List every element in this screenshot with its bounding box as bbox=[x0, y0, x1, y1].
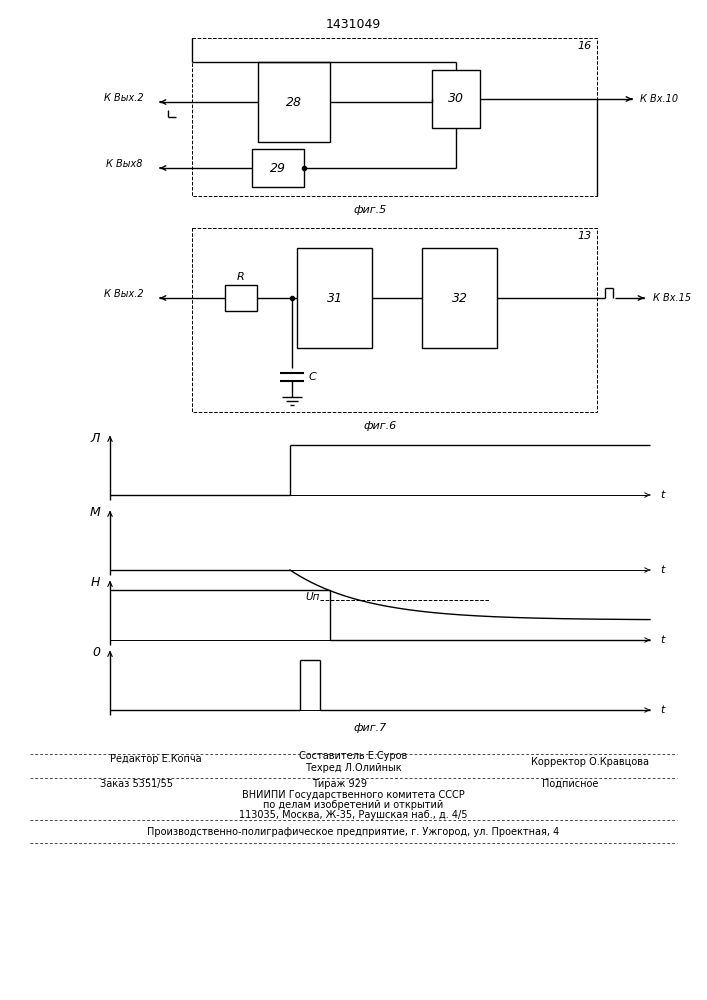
Text: Подписное: Подписное bbox=[542, 779, 598, 789]
Text: Л: Л bbox=[90, 432, 100, 444]
Bar bbox=[297, 248, 372, 348]
Text: Корректор О.Кравцова: Корректор О.Кравцова bbox=[531, 757, 649, 767]
Text: М: М bbox=[89, 506, 100, 520]
Text: по делам изобретений и открытий: по делам изобретений и открытий bbox=[263, 800, 443, 810]
Bar bbox=[432, 70, 480, 128]
Text: Техред Л.Олийнык: Техред Л.Олийнык bbox=[305, 763, 402, 773]
Text: К Вых8: К Вых8 bbox=[106, 159, 142, 169]
Bar bbox=[225, 285, 257, 311]
Text: Uп: Uп bbox=[305, 592, 320, 602]
Text: t: t bbox=[660, 565, 664, 575]
Text: К Вх.10: К Вх.10 bbox=[640, 94, 678, 104]
Text: 16: 16 bbox=[578, 41, 592, 51]
Text: Редактор Е.Копча: Редактор Е.Копча bbox=[110, 754, 201, 764]
Text: R: R bbox=[237, 272, 245, 282]
Text: t: t bbox=[660, 635, 664, 645]
Text: Производственно-полиграфическое предприятие, г. Ужгород, ул. Проектная, 4: Производственно-полиграфическое предприя… bbox=[147, 827, 559, 837]
Bar bbox=[258, 62, 330, 142]
Text: C: C bbox=[308, 372, 316, 382]
Text: 31: 31 bbox=[327, 292, 342, 304]
Text: Тираж 929: Тираж 929 bbox=[312, 779, 368, 789]
Text: ВНИИПИ Государственного комитета СССР: ВНИИПИ Государственного комитета СССР bbox=[242, 790, 464, 800]
Text: Составитель Е.Суров: Составитель Е.Суров bbox=[299, 751, 407, 761]
Text: 30: 30 bbox=[448, 93, 464, 105]
Text: 29: 29 bbox=[270, 161, 286, 174]
Text: К Вых.2: К Вых.2 bbox=[104, 289, 144, 299]
Text: Заказ 5351/55: Заказ 5351/55 bbox=[100, 779, 173, 789]
Text: t: t bbox=[660, 705, 664, 715]
Text: фиг.5: фиг.5 bbox=[354, 205, 387, 215]
Bar bbox=[192, 228, 597, 412]
Text: фиг.7: фиг.7 bbox=[354, 723, 387, 733]
Text: 13: 13 bbox=[578, 231, 592, 241]
Text: 28: 28 bbox=[286, 96, 302, 108]
Bar bbox=[422, 248, 497, 348]
Text: 32: 32 bbox=[452, 292, 467, 304]
Text: 1431049: 1431049 bbox=[325, 18, 380, 31]
Text: 113035, Москва, Ж-35, Раушская наб., д. 4/5: 113035, Москва, Ж-35, Раушская наб., д. … bbox=[239, 810, 467, 820]
Text: 0: 0 bbox=[92, 647, 100, 660]
Text: К Вых.2: К Вых.2 bbox=[104, 93, 144, 103]
Text: К Вх.15: К Вх.15 bbox=[653, 293, 691, 303]
Bar bbox=[192, 38, 597, 196]
Text: Н: Н bbox=[90, 576, 100, 589]
Bar bbox=[252, 149, 304, 187]
Text: t: t bbox=[660, 490, 664, 500]
Text: фиг.6: фиг.6 bbox=[363, 421, 397, 431]
